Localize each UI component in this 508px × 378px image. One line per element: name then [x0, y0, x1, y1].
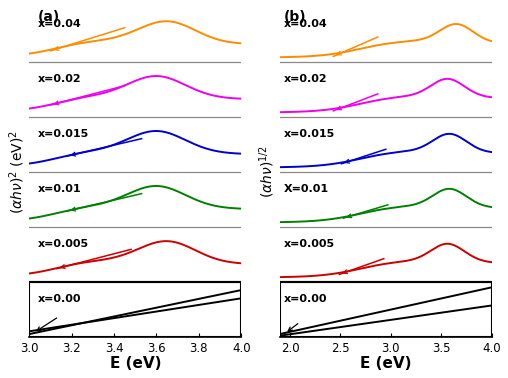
- Text: x=0.04: x=0.04: [38, 19, 82, 29]
- Y-axis label: $(\alpha h\nu)^2\ (\mathrm{eV})^2$: $(\alpha h\nu)^2\ (\mathrm{eV})^2$: [7, 130, 26, 214]
- Text: x=0.005: x=0.005: [284, 239, 335, 249]
- Text: (b): (b): [284, 10, 306, 24]
- Text: x=0.00: x=0.00: [38, 294, 81, 304]
- X-axis label: E (eV): E (eV): [360, 356, 411, 371]
- Bar: [29, 282, 241, 337]
- Text: (a): (a): [38, 10, 60, 24]
- Text: x=0.02: x=0.02: [38, 74, 81, 84]
- Text: x=0.015: x=0.015: [284, 129, 335, 139]
- Text: X=0.01: X=0.01: [284, 184, 329, 194]
- Text: x=0.005: x=0.005: [38, 239, 89, 249]
- Text: x=0.02: x=0.02: [284, 74, 328, 84]
- Bar: [280, 282, 492, 337]
- Y-axis label: $(\alpha h\nu)^{1/2}$: $(\alpha h\nu)^{1/2}$: [258, 146, 277, 198]
- X-axis label: E (eV): E (eV): [110, 356, 161, 371]
- Text: x=0.015: x=0.015: [38, 129, 89, 139]
- Text: x=0.01: x=0.01: [38, 184, 81, 194]
- Text: x=0.04: x=0.04: [284, 19, 328, 29]
- Text: x=0.00: x=0.00: [284, 294, 327, 304]
